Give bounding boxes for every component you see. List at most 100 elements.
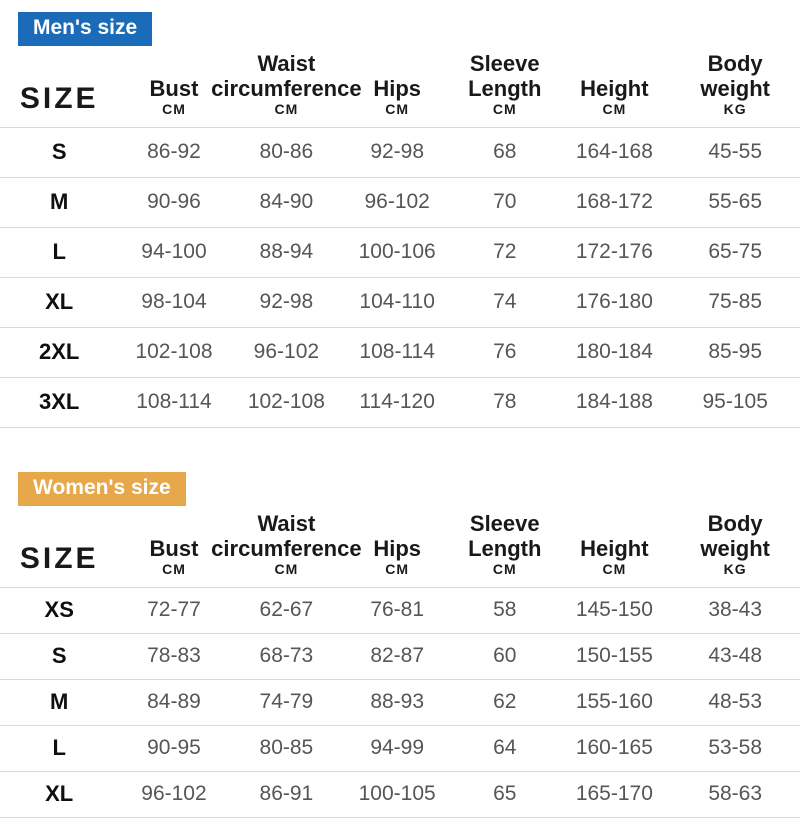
size-row-xl: XL 96-102 86-91 100-105 65 165-170 58-63: [0, 771, 800, 818]
measurement-value: 78: [493, 390, 517, 414]
column-header-label: Body: [707, 510, 763, 536]
size-column-header: SIZE: [0, 46, 118, 127]
column-header-label: Bust: [149, 75, 199, 101]
measurement-value: 100-105: [358, 782, 436, 806]
measurement-value: 104-110: [359, 290, 435, 314]
measurement-value: 43-48: [708, 644, 763, 668]
measurement-value: 84-90: [259, 190, 314, 214]
measurement-value: 168-172: [575, 190, 653, 214]
size-label: 2XL: [39, 339, 80, 365]
measurement-value: 176-180: [575, 290, 653, 314]
column-unit-label: CM: [602, 561, 627, 578]
header-row: SIZE Bust CM Waist circumference CM Hips CM Slee…: [0, 46, 800, 127]
column-unit-label: CM: [162, 561, 186, 578]
column-header: Body weight KG: [670, 46, 800, 127]
measurement-value: 76-81: [370, 598, 425, 622]
column-header-label: Sleeve: [469, 510, 540, 536]
column-header: Hips CM: [343, 46, 451, 127]
column-unit-label: KG: [723, 561, 747, 578]
size-row-m: M 90-96 84-90 96-102 70 168-172 55-65: [0, 177, 800, 227]
measurement-value: 96-102: [364, 190, 430, 214]
column-header-label: Waist: [257, 510, 316, 536]
size-row-s: S 78-83 68-73 82-87 60 150-155 43-48: [0, 633, 800, 679]
column-header-label: Length: [468, 535, 542, 561]
column-header: Bust CM: [118, 46, 229, 127]
measurement-value: 90-95: [147, 736, 201, 760]
measurement-value: 76: [493, 340, 517, 364]
measurement-value: 74: [493, 290, 517, 314]
measurement-value: 80-85: [259, 736, 314, 760]
column-header: Waist circumference CM: [211, 506, 361, 587]
column-unit-label: CM: [274, 561, 299, 578]
measurement-value: 160-165: [575, 736, 653, 760]
measurement-value: 150-155: [575, 644, 653, 668]
column-header: Height CM: [558, 46, 670, 127]
column-header-label: SIZE: [19, 541, 99, 575]
size-label: XL: [45, 781, 74, 807]
measurement-value: 75-85: [708, 290, 763, 314]
womens-table-body: XS 72-77 62-67 76-81 58 145-150 38-43 S 78-83 68-…: [0, 587, 800, 818]
column-header: Bust CM: [118, 506, 229, 587]
measurement-value: 108-114: [359, 340, 435, 364]
size-row-l: L 94-100 88-94 100-106 72 172-176 65-75: [0, 227, 800, 277]
measurement-value: 94-100: [141, 240, 207, 264]
column-header-label: circumference: [211, 535, 362, 561]
measurement-value: 78-83: [147, 644, 201, 668]
measurement-value: 86-91: [259, 782, 314, 806]
column-header-label: Hips: [373, 535, 422, 561]
column-header-label: SIZE: [19, 82, 99, 116]
measurement-value: 88-93: [370, 690, 425, 714]
measurement-value: 94-99: [370, 736, 425, 760]
size-row-xs: XS 72-77 62-67 76-81 58 145-150 38-43: [0, 587, 800, 633]
measurement-value: 96-102: [141, 782, 207, 806]
measurement-value: 72-77: [147, 598, 201, 622]
column-header-label: weight: [700, 535, 771, 561]
measurement-value: 84-89: [147, 690, 201, 714]
measurement-value: 164-168: [575, 140, 653, 164]
mens-table-body: S 86-92 80-86 92-98 68 164-168 45-55 M 90-96 84-9…: [0, 127, 800, 428]
measurement-value: 64: [493, 736, 517, 760]
measurement-value: 45-55: [708, 140, 763, 164]
measurement-value: 165-170: [575, 782, 653, 806]
size-label: M: [50, 689, 69, 715]
mens-size-table: SIZE Bust CM Waist circumference CM Hips CM Slee…: [0, 46, 800, 428]
measurement-value: 95-105: [702, 390, 768, 414]
header-row: SIZE Bust CM Waist circumference CM Hips CM Slee…: [0, 506, 800, 587]
measurement-value: 53-58: [708, 736, 763, 760]
womens-size-table: SIZE Bust CM Waist circumference CM Hips CM Slee…: [0, 506, 800, 818]
column-header-label: Body: [707, 51, 763, 77]
column-unit-label: CM: [274, 101, 299, 118]
column-unit-label: CM: [492, 561, 517, 578]
measurement-value: 62: [493, 690, 517, 714]
measurement-value: 92-98: [259, 290, 314, 314]
size-row-m: M 84-89 74-79 88-93 62 155-160 48-53: [0, 679, 800, 725]
measurement-value: 70: [493, 190, 517, 214]
column-header: Body weight KG: [670, 506, 800, 587]
measurement-value: 180-184: [575, 340, 653, 364]
column-header-label: circumference: [211, 75, 362, 101]
column-header: Hips CM: [343, 506, 451, 587]
measurement-value: 65: [493, 782, 517, 806]
measurement-value: 48-53: [708, 690, 763, 714]
measurement-value: 172-176: [575, 240, 653, 264]
size-row-3xl: 3XL 108-114 102-108 114-120 78 184-188 95-105: [0, 377, 800, 428]
size-row-xl: XL 98-104 92-98 104-110 74 176-180 75-85: [0, 277, 800, 327]
column-header-label: Height: [580, 75, 649, 101]
measurement-value: 58: [493, 598, 517, 622]
measurement-value: 38-43: [708, 598, 763, 622]
mens-size-badge: Men's size: [18, 12, 153, 47]
size-label: S: [51, 139, 67, 165]
measurement-value: 184-188: [575, 390, 653, 414]
measurement-value: 88-94: [259, 240, 314, 264]
measurement-value: 108-114: [136, 390, 212, 414]
measurement-value: 74-79: [259, 690, 314, 714]
size-label: XS: [44, 597, 74, 623]
column-header-label: Sleeve: [469, 51, 540, 77]
column-header: Waist circumference CM: [211, 46, 361, 127]
measurement-value: 90-96: [147, 190, 201, 214]
size-chart-page: { "sections": [ { "badge": { "label": "M…: [0, 12, 800, 818]
size-label: XL: [45, 289, 74, 315]
column-unit-label: CM: [602, 101, 627, 118]
measurement-value: 98-104: [141, 290, 207, 314]
measurement-value: 145-150: [575, 598, 653, 622]
